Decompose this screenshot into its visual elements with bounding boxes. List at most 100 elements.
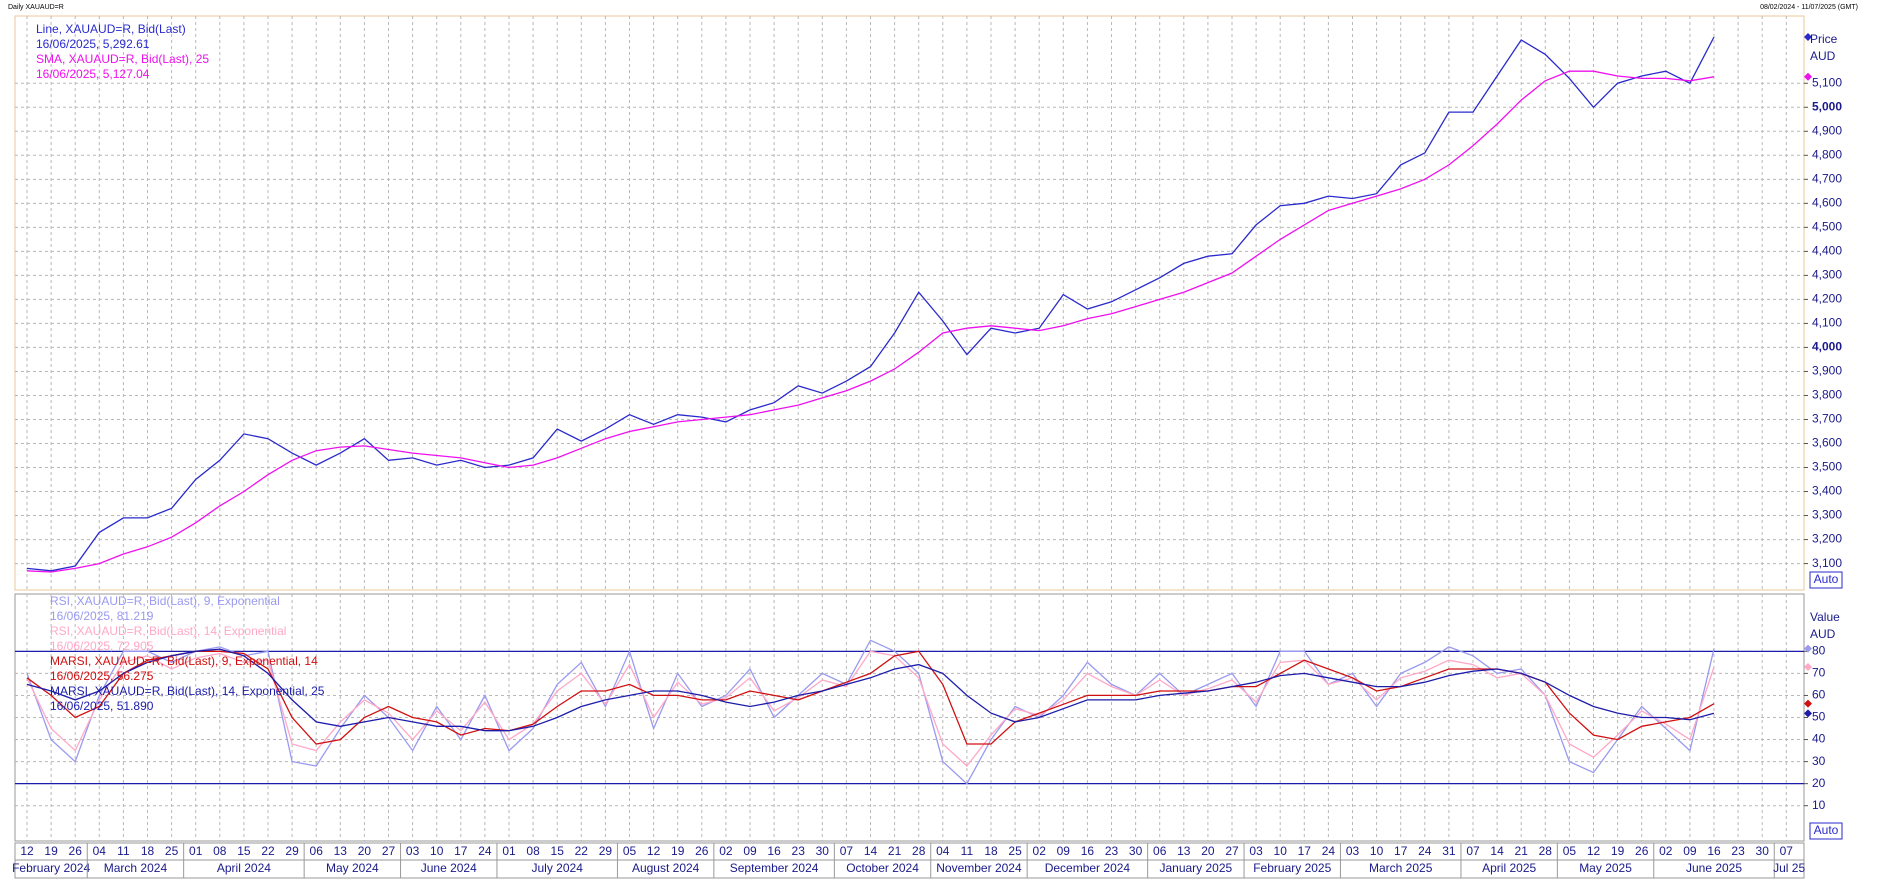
x-tick-label: 23 — [1105, 844, 1119, 858]
month-label: April 2024 — [217, 861, 271, 875]
last-value-marker — [1804, 709, 1812, 718]
x-tick-label: 30 — [1756, 844, 1770, 858]
x-tick-label: 18 — [141, 844, 155, 858]
x-tick-label: 27 — [1225, 844, 1239, 858]
x-tick-label: 03 — [1249, 844, 1263, 858]
axis-unit: AUD — [1810, 627, 1836, 641]
x-tick-label: 24 — [478, 844, 492, 858]
auto-button[interactable] — [1809, 822, 1843, 840]
y-tick-label: 30 — [1812, 754, 1826, 768]
x-tick-label: 03 — [1346, 844, 1360, 858]
x-tick-label: 10 — [1274, 844, 1288, 858]
y-tick-label: 4,900 — [1812, 123, 1842, 137]
x-tick-label: 01 — [502, 844, 516, 858]
series-line — [26, 650, 1715, 767]
header-title: Daily XAUAUD=R — [8, 4, 64, 11]
x-tick-label: 24 — [1322, 844, 1336, 858]
month-label: September 2024 — [730, 861, 819, 875]
x-tick-label: 18 — [984, 844, 998, 858]
x-tick-label: 06 — [1153, 844, 1167, 858]
x-tick-label: 17 — [1394, 844, 1408, 858]
x-tick-label: 13 — [1177, 844, 1191, 858]
y-tick-label: 10 — [1812, 798, 1826, 812]
x-tick-label: 07 — [840, 844, 854, 858]
last-value-marker — [1804, 72, 1812, 81]
x-tick-label: 17 — [454, 844, 468, 858]
y-tick-label: 3,600 — [1812, 436, 1842, 450]
auto-button-label[interactable]: Auto — [1814, 823, 1839, 837]
month-label: October 2024 — [846, 861, 919, 875]
axis-unit: AUD — [1810, 49, 1836, 63]
x-tick-label: 09 — [1057, 844, 1071, 858]
x-tick-label: 12 — [647, 844, 661, 858]
y-tick-label: 40 — [1812, 732, 1826, 746]
x-tick-label: 20 — [1201, 844, 1215, 858]
y-tick-label: 4,100 — [1812, 316, 1842, 330]
x-tick-label: 28 — [1539, 844, 1553, 858]
month-label: February 2025 — [1253, 861, 1331, 875]
x-tick-label: 07 — [1466, 844, 1480, 858]
month-label: August 2024 — [632, 861, 700, 875]
x-tick-label: 21 — [1515, 844, 1529, 858]
month-label: March 2025 — [1369, 861, 1433, 875]
x-tick-label: 05 — [623, 844, 637, 858]
x-tick-label: 29 — [285, 844, 299, 858]
x-tick-label: 11 — [961, 844, 974, 858]
x-tick-label: 13 — [334, 844, 348, 858]
month-label: March 2024 — [104, 861, 168, 875]
x-tick-label: 04 — [93, 844, 107, 858]
x-tick-label: 09 — [743, 844, 757, 858]
legend-last: 16/06/2025, 5,127.04 — [36, 67, 150, 81]
x-tick-label: 26 — [695, 844, 709, 858]
x-tick-label: 08 — [213, 844, 227, 858]
y-tick-label: 20 — [1812, 776, 1826, 790]
y-tick-label: 4,800 — [1812, 147, 1842, 161]
x-tick-label: 12 — [1587, 844, 1601, 858]
x-tick-label: 15 — [551, 844, 565, 858]
y-tick-label: 3,500 — [1812, 460, 1842, 474]
x-tick-label: 08 — [526, 844, 540, 858]
legend-last: 16/06/2025, 72.905 — [50, 639, 154, 653]
x-tick-label: 20 — [358, 844, 372, 858]
auto-button-label[interactable]: Auto — [1814, 572, 1839, 586]
last-value-marker — [1804, 644, 1812, 653]
x-tick-label: 14 — [1490, 844, 1504, 858]
last-value-marker — [1804, 662, 1812, 671]
x-tick-label: 09 — [1683, 844, 1697, 858]
x-tick-label: 04 — [936, 844, 950, 858]
month-label: July 2024 — [532, 861, 584, 875]
x-tick-label: 05 — [1563, 844, 1577, 858]
auto-button[interactable] — [1809, 571, 1843, 589]
x-tick-label: 31 — [1442, 844, 1456, 858]
x-tick-label: 28 — [912, 844, 926, 858]
y-tick-label: 4,500 — [1812, 220, 1842, 234]
last-value-marker — [1804, 32, 1812, 41]
legend-last: 16/06/2025, 81.219 — [50, 609, 154, 623]
series-line — [26, 639, 1715, 785]
x-tick-label: 23 — [1731, 844, 1745, 858]
y-tick-label: 70 — [1812, 666, 1826, 680]
legend-name: RSI, XAUAUD=R, Bid(Last), 14, Exponentia… — [50, 624, 286, 638]
x-tick-label: 27 — [382, 844, 396, 858]
y-tick-label: 4,200 — [1812, 292, 1842, 306]
x-tick-label: 29 — [599, 844, 613, 858]
axis-label: Price — [1810, 32, 1838, 46]
series-line — [26, 36, 1715, 572]
x-tick-label: 12 — [20, 844, 34, 858]
legend-last: 16/06/2025, 5,292.61 — [36, 37, 150, 51]
legend-name: Line, XAUAUD=R, Bid(Last) — [36, 22, 186, 36]
x-tick-label: 16 — [1081, 844, 1095, 858]
series-line — [26, 650, 1715, 745]
x-tick-label: 15 — [237, 844, 251, 858]
month-label: May 2024 — [326, 861, 379, 875]
x-tick-label: 21 — [888, 844, 902, 858]
y-tick-label: 4,700 — [1812, 171, 1842, 185]
y-tick-label: 3,900 — [1812, 364, 1842, 378]
x-tick-label: 02 — [1659, 844, 1673, 858]
y-tick-label: 5,100 — [1812, 75, 1842, 89]
x-tick-label: 17 — [1298, 844, 1312, 858]
x-tick-label: 16 — [767, 844, 781, 858]
y-tick-label: 4,300 — [1812, 268, 1842, 282]
